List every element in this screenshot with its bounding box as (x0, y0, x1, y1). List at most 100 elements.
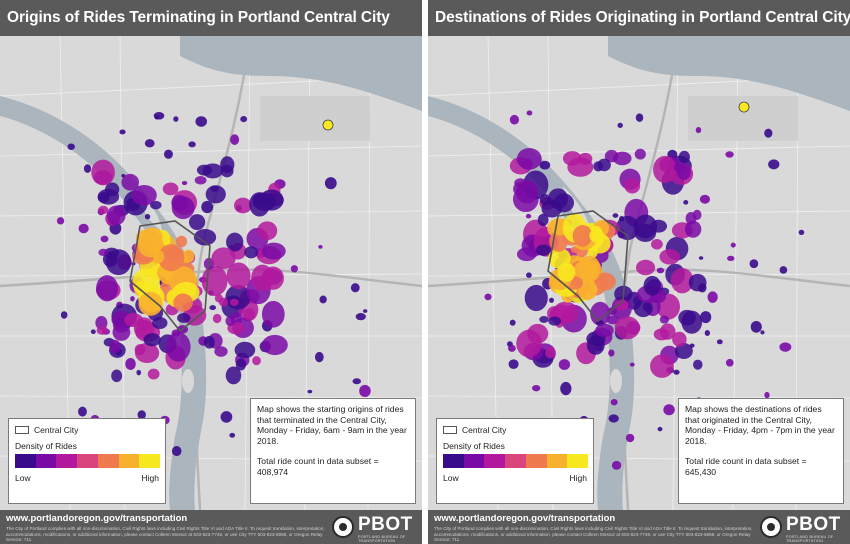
note-description: Map shows the starting origins of rides … (257, 404, 407, 446)
airport-area (260, 96, 370, 141)
density-blob (261, 242, 286, 260)
footer-url[interactable]: www.portlandoregon.gov/transportation (6, 513, 188, 524)
pbot-logo-subtitle: PORTLAND BUREAU OF TRANSPORTATION (358, 535, 406, 543)
density-core (173, 293, 193, 312)
density-dot (608, 349, 615, 357)
central-city-boundary (547, 210, 629, 323)
density-blob (527, 323, 549, 344)
density-blob (678, 150, 690, 164)
density-blob (674, 342, 693, 360)
density-blob (225, 366, 242, 385)
ramp-swatch (525, 454, 547, 468)
density-dot (779, 266, 788, 274)
density-blob (212, 313, 222, 324)
density-blob (634, 148, 646, 160)
footer-url[interactable]: www.portlandoregon.gov/transportation (434, 513, 616, 524)
city-seal-icon (332, 516, 354, 538)
density-core (594, 272, 616, 291)
density-core (557, 262, 576, 282)
central-city-label: Central City (34, 425, 79, 435)
density-blob (210, 185, 219, 192)
density-dot (67, 143, 75, 151)
density-blob (211, 247, 236, 270)
density-blob (633, 214, 658, 239)
map-title: Origins of Rides Terminating in Portland… (7, 9, 390, 26)
density-core (140, 283, 152, 292)
ramp-swatch (443, 454, 464, 468)
footer: www.portlandoregon.gov/transportation Th… (0, 510, 422, 544)
density-blob (109, 339, 121, 354)
density-blob (214, 294, 223, 303)
density-dot (611, 460, 622, 470)
density-dot (318, 245, 323, 249)
density-blob (105, 249, 132, 276)
ramp-swatch (77, 454, 98, 468)
density-dot (549, 297, 554, 303)
density-blob (614, 316, 640, 340)
pbot-logo: PBOT (786, 514, 841, 535)
density-core (158, 244, 185, 272)
density-blob (194, 175, 207, 185)
central-city-swatch (15, 426, 29, 434)
density-dot (725, 151, 734, 158)
density-dot (725, 358, 734, 367)
density-dot (509, 319, 516, 326)
density-blob (106, 205, 126, 226)
density-blob (539, 316, 549, 323)
ramp-swatch (15, 454, 36, 468)
density-dot (164, 149, 173, 159)
density-blob (659, 315, 670, 324)
density-dot (625, 433, 635, 443)
density-blob (539, 194, 551, 206)
columbia-river (180, 36, 422, 111)
density-blob (672, 331, 687, 347)
density-blob (653, 155, 677, 184)
density-blob (670, 267, 694, 294)
ramp-swatch (567, 454, 589, 468)
density-blob (548, 316, 562, 326)
density-blob (202, 163, 223, 179)
ramp-swatch (546, 454, 568, 468)
ross-island (182, 369, 194, 393)
density-dot (539, 160, 551, 170)
ramp-swatch (139, 454, 161, 468)
density-dot (78, 406, 87, 417)
density-dot (229, 432, 236, 438)
map-canvas[interactable] (0, 36, 422, 510)
density-blob (684, 220, 702, 238)
ramp-low-label: Low (443, 473, 459, 483)
ride-density-heatmap (484, 101, 805, 470)
city-seal-icon (760, 516, 782, 538)
density-blob (653, 328, 670, 341)
density-dot (683, 200, 689, 205)
density-blob (681, 310, 703, 334)
density-dot (201, 200, 214, 214)
density-dot (209, 305, 217, 311)
density-blob (615, 299, 629, 311)
density-dot (350, 283, 360, 293)
central-city-label: Central City (462, 425, 507, 435)
density-blob (229, 298, 239, 306)
density-dot (764, 128, 773, 138)
density-blob (536, 244, 552, 256)
density-dot (656, 267, 665, 274)
density-dot (154, 115, 160, 120)
density-blob (578, 152, 593, 165)
density-blob (249, 192, 270, 217)
ramp-swatch (97, 454, 119, 468)
density-blob (562, 151, 582, 166)
map-legend: Central City Density of Rides Low High (8, 418, 166, 504)
title-bar: Destinations of Rides Originating in Por… (428, 0, 850, 36)
density-blob (516, 148, 542, 170)
density-dot (560, 381, 572, 396)
density-blob (261, 300, 285, 328)
density-blob (262, 266, 284, 290)
density-dot (307, 389, 313, 394)
density-dot (526, 272, 532, 278)
density-dot (100, 235, 109, 243)
density-dot (704, 329, 711, 337)
density-blob (214, 346, 228, 357)
density-blob (243, 308, 256, 321)
ramp-swatch (484, 454, 506, 468)
density-blob (235, 358, 247, 371)
